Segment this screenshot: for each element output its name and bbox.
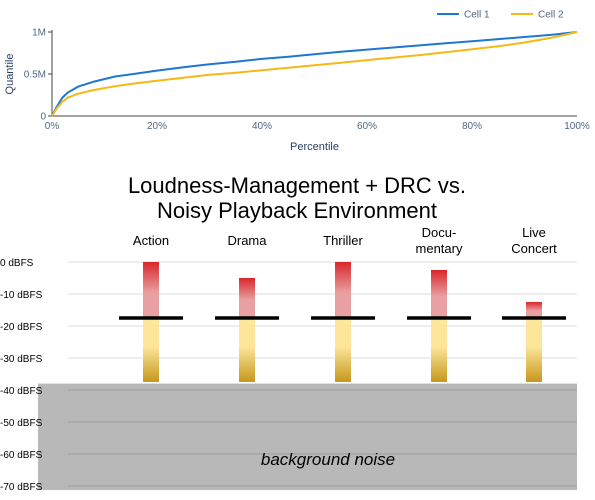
x-tick-label: 60%: [357, 121, 377, 132]
y-tick-label: -40 dBFS: [0, 386, 43, 397]
legend-label-2: Cell 2: [538, 10, 564, 21]
body-bar: [431, 318, 447, 382]
peak-bar: [335, 262, 351, 318]
x-axis-title: Percentile: [290, 141, 339, 153]
chart-title-line-2: Noisy Playback Environment: [157, 198, 437, 223]
x-tick-label: 0%: [45, 121, 60, 132]
peak-bar: [526, 302, 542, 318]
y-tick-label: -20 dBFS: [0, 322, 43, 333]
loudness-chart: Loudness-Management + DRC vs.Noisy Playb…: [0, 173, 577, 493]
x-tick-label: 40%: [252, 121, 272, 132]
series-line-2: [51, 31, 578, 117]
y-tick-label: 1M: [32, 28, 46, 39]
quantile-chart: 0% 20% 40% 60% 80% 100% 0 0.5M 1M Percentile Quant…: [4, 10, 590, 154]
y-tick-label: -70 dBFS: [0, 482, 43, 493]
x-tick-label: 20%: [147, 121, 167, 132]
noise-area: [38, 383, 577, 490]
category-label: Thriller: [323, 233, 363, 248]
category-label: Action: [133, 233, 169, 248]
body-bar: [143, 318, 159, 382]
noise-label: background noise: [261, 450, 395, 469]
body-bar: [335, 318, 351, 382]
x-tick-label: 80%: [462, 121, 482, 132]
y-tick-label: -60 dBFS: [0, 450, 43, 461]
category-label: Docu-: [422, 225, 457, 240]
legend-label-1: Cell 1: [464, 10, 490, 21]
body-bar: [526, 318, 542, 382]
category-label: mentary: [416, 241, 463, 256]
peak-bar: [143, 262, 159, 318]
y-tick-label: -30 dBFS: [0, 354, 43, 365]
chart-title-line-1: Loudness-Management + DRC vs.: [128, 173, 466, 198]
peak-bar: [431, 270, 447, 318]
series-line-1: [51, 31, 578, 117]
category-label: Drama: [227, 233, 267, 248]
body-bar: [239, 318, 255, 382]
x-tick-label: 100%: [564, 121, 590, 132]
y-tick-label: -50 dBFS: [0, 418, 43, 429]
category-label: Live: [522, 225, 546, 240]
peak-bar: [239, 278, 255, 318]
y-tick-label: 0: [40, 112, 46, 123]
y-tick-label: 0 dBFS: [0, 258, 34, 269]
y-tick-label: 0.5M: [24, 70, 46, 81]
category-label: Concert: [511, 241, 557, 256]
y-axis-title: Quantile: [4, 54, 16, 95]
y-tick-label: -10 dBFS: [0, 290, 43, 301]
